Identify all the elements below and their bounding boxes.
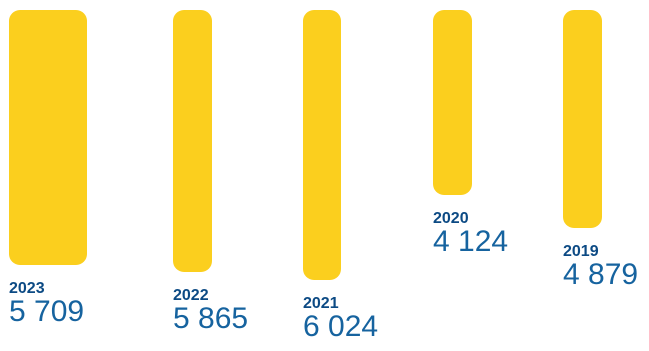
bar-2019	[563, 10, 602, 228]
value-label-2020: 4 124	[433, 225, 509, 258]
bar-2021	[303, 10, 341, 280]
year-label-2021: 2021	[303, 295, 339, 312]
value-label-2021: 6 024	[303, 310, 379, 343]
value-label-2023: 5 709	[9, 295, 85, 328]
value-label-2022: 5 865	[173, 302, 249, 335]
year-label-2023: 2023	[9, 280, 45, 297]
bar-2020	[433, 10, 472, 195]
year-label-2019: 2019	[563, 243, 599, 260]
value-label-2019: 4 879	[563, 258, 639, 291]
year-label-2020: 2020	[433, 210, 469, 227]
bar-2023	[9, 10, 87, 265]
year-label-2022: 2022	[173, 287, 209, 304]
bar-2022	[173, 10, 212, 272]
